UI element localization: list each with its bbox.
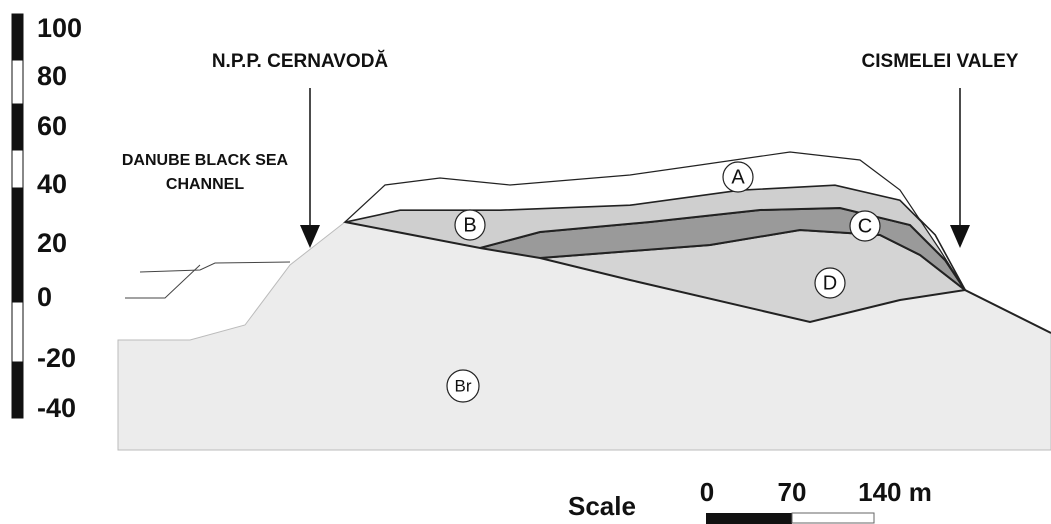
elevation-label: 60 <box>37 111 67 141</box>
elevation-label: 100 <box>37 13 82 43</box>
elevation-label: 40 <box>37 169 67 199</box>
layer-label: B <box>463 214 476 236</box>
elevation-label: 0 <box>37 282 52 312</box>
layer-label: Br <box>455 376 472 395</box>
annotation: N.P.P. CERNAVODĂ <box>212 50 389 72</box>
elevation-label: 20 <box>37 228 67 258</box>
cross-section: 100 80 60 40 20 0 -20 -40 N.P.P. CERNAVODĂ CISM… <box>0 0 1051 524</box>
scale-label: 0 <box>700 477 714 507</box>
elevation-label: -20 <box>37 343 76 373</box>
annotation: CHANNEL <box>166 176 244 193</box>
arrow <box>950 88 970 248</box>
layer-label: D <box>823 272 837 294</box>
elevation-label: -40 <box>37 393 76 423</box>
elevation-label: 80 <box>37 61 67 91</box>
arrow <box>300 88 320 248</box>
elevation-labels: 100 80 60 40 20 0 -20 -40 <box>37 13 82 423</box>
scale-segment <box>706 513 792 524</box>
annotation: CISMELEI VALEY <box>862 51 1019 72</box>
elevation-bar <box>12 14 23 418</box>
annotation: DANUBE BLACK SEA <box>122 152 289 169</box>
layer-label: C <box>858 215 872 237</box>
scale-label: 140 m <box>858 477 932 507</box>
scale-segment <box>792 513 874 523</box>
scale-title: Scale <box>568 491 636 521</box>
scale-label: 70 <box>778 477 807 507</box>
terrain-line <box>140 262 290 272</box>
layer-label: A <box>731 166 745 188</box>
